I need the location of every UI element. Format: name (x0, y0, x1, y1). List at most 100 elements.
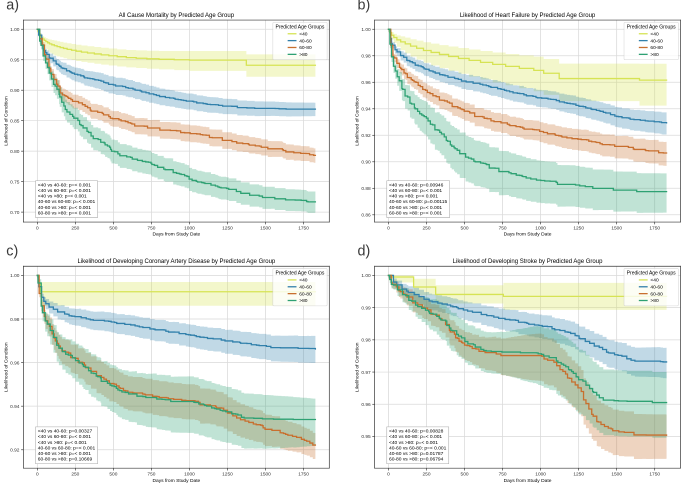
svg-text:c): c) (6, 243, 18, 259)
svg-text:1750: 1750 (298, 225, 309, 231)
svg-text:0.96: 0.96 (361, 402, 371, 408)
svg-text:1250: 1250 (573, 225, 584, 231)
svg-text:40-60: 40-60 (650, 284, 663, 290)
svg-text:750: 750 (147, 472, 155, 478)
svg-text:750: 750 (499, 225, 507, 231)
svg-text:0.96: 0.96 (10, 360, 20, 366)
svg-text:1250: 1250 (222, 472, 233, 478)
svg-text:Predicted Age Groups: Predicted Age Groups (276, 271, 325, 277)
svg-text:>80: >80 (299, 52, 308, 58)
svg-text:0.86: 0.86 (361, 213, 371, 219)
svg-text:<40 vs 60-80: p=< 0.001: <40 vs 60-80: p=< 0.001 (38, 188, 91, 194)
svg-text:<40 vs 40-60: p=0.00946: <40 vs 40-60: p=0.00946 (389, 183, 444, 189)
svg-text:60-80: 60-80 (650, 45, 663, 51)
svg-text:Predicted Age Groups: Predicted Age Groups (627, 25, 676, 31)
svg-text:1000: 1000 (535, 472, 546, 478)
svg-text:0: 0 (36, 472, 39, 478)
svg-text:<40 vs 60-80: p=< 0.001: <40 vs 60-80: p=< 0.001 (38, 434, 91, 440)
svg-text:60-80 vs >80: p=0.06794: 60-80 vs >80: p=0.06794 (389, 457, 444, 463)
svg-text:0.94: 0.94 (10, 404, 20, 410)
svg-text:1500: 1500 (260, 472, 271, 478)
svg-text:0.99: 0.99 (361, 305, 371, 311)
svg-text:1000: 1000 (184, 225, 195, 231)
svg-text:<40 vs 40-60: p=0.00327: <40 vs 40-60: p=0.00327 (38, 429, 93, 435)
svg-text:Likelihood of Condition: Likelihood of Condition (3, 342, 9, 392)
svg-text:d): d) (357, 243, 370, 259)
svg-text:500: 500 (461, 225, 469, 231)
svg-text:>80: >80 (299, 298, 308, 304)
svg-text:0.97: 0.97 (361, 370, 371, 376)
svg-text:1750: 1750 (649, 225, 660, 231)
svg-text:40-60 vs 60-80: p=< 0.001: 40-60 vs 60-80: p=< 0.001 (38, 199, 96, 205)
svg-text:<40 vs 40-60: p=0.00828: <40 vs 40-60: p=0.00828 (389, 429, 444, 435)
svg-text:40-60 vs 60-80: p=< 0.001: 40-60 vs 60-80: p=< 0.001 (38, 445, 96, 451)
svg-text:<40 vs 60-80: p=< 0.001: <40 vs 60-80: p=< 0.001 (389, 434, 442, 440)
svg-text:60-80: 60-80 (650, 291, 663, 297)
svg-text:<40: <40 (650, 278, 659, 284)
svg-text:60-80 vs >80: p=< 0.001: 60-80 vs >80: p=< 0.001 (38, 210, 91, 216)
svg-text:0.70: 0.70 (10, 210, 20, 216)
svg-text:40-60: 40-60 (299, 284, 312, 290)
svg-text:0.90: 0.90 (361, 160, 371, 166)
svg-text:<40 vs >80: p=< 0.001: <40 vs >80: p=< 0.001 (389, 194, 438, 200)
svg-text:Predicted Age Groups: Predicted Age Groups (627, 271, 676, 277)
svg-text:60-80 vs >80: p=0.10669: 60-80 vs >80: p=0.10669 (38, 457, 93, 463)
svg-text:Likelihood of Condition: Likelihood of Condition (355, 96, 361, 146)
svg-text:0.85: 0.85 (10, 118, 20, 124)
svg-text:Likelihood of Developing Strok: Likelihood of Developing Stroke by Predi… (453, 259, 603, 265)
svg-text:0.92: 0.92 (361, 133, 371, 139)
svg-text:40-60 vs 60-80: p=< 0.001: 40-60 vs 60-80: p=< 0.001 (389, 445, 447, 451)
svg-text:<40 vs >80: p=< 0.001: <40 vs >80: p=< 0.001 (389, 440, 438, 446)
svg-text:0.98: 0.98 (361, 54, 371, 60)
svg-text:0.92: 0.92 (10, 448, 20, 454)
svg-text:40-60 vs 60-80: p=0.00115: 40-60 vs 60-80: p=0.00115 (389, 199, 448, 205)
svg-text:1000: 1000 (184, 472, 195, 478)
svg-text:0.88: 0.88 (361, 186, 371, 192)
svg-text:<40 vs >80: p=< 0.001: <40 vs >80: p=< 0.001 (38, 194, 87, 200)
svg-text:<40: <40 (650, 31, 659, 37)
svg-text:1500: 1500 (611, 472, 622, 478)
svg-text:0.98: 0.98 (10, 317, 20, 323)
svg-text:250: 250 (423, 472, 431, 478)
svg-text:0.80: 0.80 (10, 149, 20, 155)
svg-text:60-80: 60-80 (299, 291, 312, 297)
svg-text:b): b) (357, 0, 370, 13)
svg-text:40-60 vs >80: p=< 0.001: 40-60 vs >80: p=< 0.001 (389, 205, 442, 211)
svg-text:250: 250 (71, 472, 79, 478)
svg-text:Likelihood of Developing Coron: Likelihood of Developing Coronary Artery… (77, 259, 275, 265)
svg-text:>80: >80 (650, 298, 659, 304)
svg-text:0.98: 0.98 (361, 338, 371, 344)
svg-text:250: 250 (423, 225, 431, 231)
svg-text:0.94: 0.94 (361, 107, 371, 113)
svg-text:<40: <40 (299, 31, 308, 37)
svg-text:750: 750 (147, 225, 155, 231)
svg-text:500: 500 (461, 472, 469, 478)
svg-text:1.00: 1.00 (361, 273, 371, 279)
svg-text:40-60: 40-60 (650, 38, 663, 44)
svg-text:Likelihood of Heart Failure by: Likelihood of Heart Failure by Predicted… (460, 13, 596, 19)
svg-text:60-80 vs >80: p=< 0.001: 60-80 vs >80: p=< 0.001 (389, 210, 442, 216)
svg-text:1.00: 1.00 (10, 273, 20, 279)
svg-text:>80: >80 (650, 52, 659, 58)
svg-text:1500: 1500 (260, 225, 271, 231)
svg-text:500: 500 (109, 472, 117, 478)
svg-text:1750: 1750 (649, 472, 660, 478)
svg-text:40-60 vs >80: p=< 0.001: 40-60 vs >80: p=< 0.001 (38, 451, 91, 457)
svg-text:0.96: 0.96 (361, 80, 371, 86)
svg-text:Days from Study Date: Days from Study Date (504, 478, 552, 484)
svg-text:500: 500 (109, 225, 117, 231)
svg-text:<40 vs 60-80: p=< 0.001: <40 vs 60-80: p=< 0.001 (389, 188, 442, 194)
svg-text:Days from Study Date: Days from Study Date (152, 232, 200, 238)
svg-text:0.95: 0.95 (10, 57, 20, 63)
svg-text:40-60 vs >80: p=< 0.001: 40-60 vs >80: p=< 0.001 (38, 205, 91, 211)
svg-text:40-60: 40-60 (299, 38, 312, 44)
svg-text:Likelihood of Condition: Likelihood of Condition (3, 96, 9, 146)
svg-text:1750: 1750 (298, 472, 309, 478)
svg-text:a): a) (6, 0, 19, 13)
svg-text:1500: 1500 (611, 225, 622, 231)
svg-text:40-60 vs >80: p=0.01787: 40-60 vs >80: p=0.01787 (389, 451, 444, 457)
svg-text:0: 0 (387, 225, 390, 231)
svg-text:0: 0 (36, 225, 39, 231)
svg-text:1250: 1250 (573, 472, 584, 478)
svg-text:750: 750 (499, 472, 507, 478)
